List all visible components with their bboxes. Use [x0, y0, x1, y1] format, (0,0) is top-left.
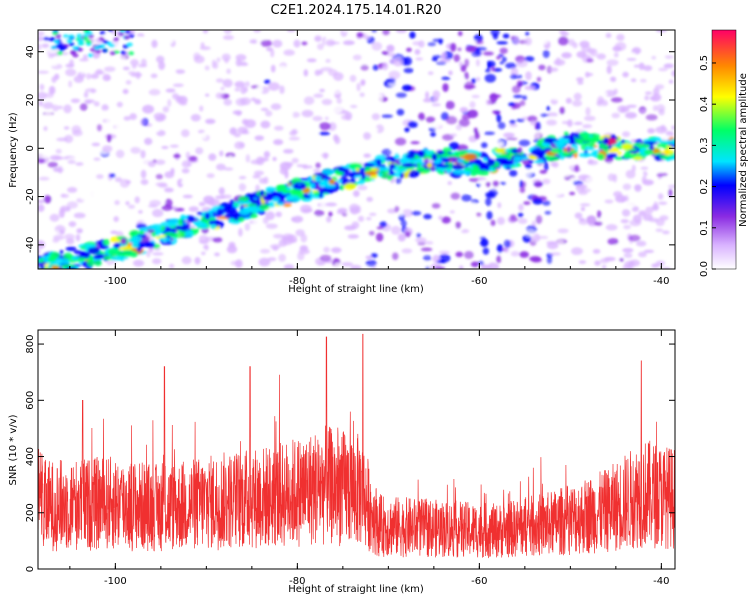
snr-ylabel: SNR (10 * v/v) [8, 414, 19, 485]
spectrogram-xtick-label: -100 [104, 276, 127, 287]
colorbar-tick-label: 0.2 [699, 179, 710, 195]
snr-ytick-label: 800 [25, 335, 36, 354]
spectrogram-ytick-label: 20 [25, 94, 36, 107]
colorbar: 0.0 0.1 0.2 0.3 0.4 0.5 Normalized spectral a… [699, 29, 749, 277]
chart-title: C2E1.2024.175.14.01.R20 [270, 3, 441, 18]
snr-ytick-label: 600 [25, 391, 36, 410]
spectrogram-ylabel: Frequency (Hz) [8, 112, 19, 188]
spectrogram-xtick-label: -60 [471, 276, 487, 287]
spectrogram-axes: -100 -80 -60 -40 -40 -20 0 20 40 [25, 30, 675, 287]
snr-series [38, 333, 675, 559]
snr-panel: -100 -80 -60 -40 0 200 400 600 800 Height of str… [8, 329, 676, 595]
spectrogram-ytick-label: -20 [25, 188, 36, 204]
spectrogram-xtick-label: -80 [289, 276, 305, 287]
snr-xtick-label: -100 [104, 576, 127, 587]
spectrogram-ytick-label: -40 [25, 237, 36, 253]
spectrogram-ytick-label: 40 [25, 45, 36, 58]
snr-ytick-label: 0 [25, 566, 36, 572]
colorbar-ticks: 0.0 0.1 0.2 0.3 0.4 0.5 [699, 55, 716, 277]
spectrogram-xtick-label: -40 [653, 276, 669, 287]
colorbar-tick-label: 0.1 [699, 220, 710, 236]
colorbar-tick-label: 0.3 [699, 137, 710, 153]
spectrogram-panel: -100 -80 -60 -40 -40 -20 0 20 40 Height of strai… [8, 29, 676, 295]
colorbar-gradient [711, 29, 737, 270]
spectrogram-heatmap [38, 30, 675, 269]
spectrogram-ytick-label: 0 [25, 145, 36, 151]
snr-axes: -100 -80 -60 -40 0 200 400 600 800 [25, 330, 675, 587]
snr-line [38, 333, 675, 559]
spectrogram-frame [37, 29, 676, 270]
snr-xlabel: Height of straight line (km) [288, 584, 424, 595]
colorbar-tick-label: 0.5 [699, 55, 710, 71]
snr-ytick-label: 400 [25, 447, 36, 466]
colorbar-tick-label: 0.4 [699, 96, 710, 112]
snr-xtick-label: -60 [471, 576, 487, 587]
snr-ytick-label: 200 [25, 503, 36, 522]
snr-xtick-label: -80 [289, 576, 305, 587]
colorbar-label: Normalized spectral amplitude [738, 73, 749, 227]
colorbar-tick-label: 0.0 [699, 261, 710, 277]
snr-xtick-label: -40 [653, 576, 669, 587]
spectrogram-xlabel: Height of straight line (km) [288, 284, 424, 295]
snr-frame [37, 329, 676, 570]
